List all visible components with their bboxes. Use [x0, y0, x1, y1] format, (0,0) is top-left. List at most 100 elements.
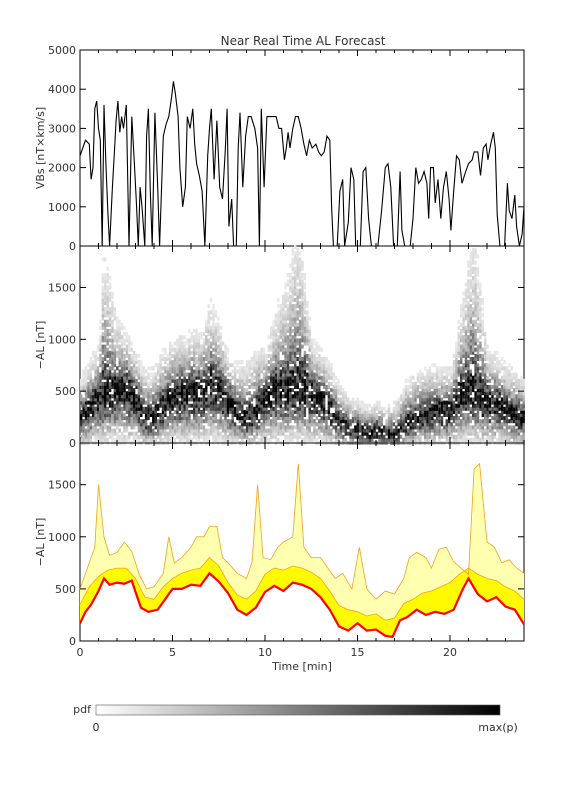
- heatmap-cell: [205, 363, 208, 368]
- heatmap-cell: [452, 406, 456, 411]
- heatmap-cell: [190, 378, 193, 383]
- heatmap-cell: [325, 428, 328, 433]
- heatmap-cell: [101, 347, 104, 352]
- heatmap-cell: [296, 251, 299, 256]
- heatmap-cell: [279, 428, 282, 433]
- heatmap-cell: [144, 369, 148, 374]
- heatmap-cell: [448, 409, 451, 414]
- heatmap-cell: [455, 416, 458, 421]
- heatmap-cell: [277, 422, 280, 427]
- heatmap-cell: [106, 400, 109, 405]
- heatmap-cell: [202, 344, 206, 349]
- heatmap-cell: [296, 341, 299, 346]
- heatmap-cell: [202, 391, 206, 396]
- heatmap-cell: [315, 385, 319, 389]
- heatmap-cell: [111, 319, 114, 324]
- heatmap-cell: [334, 416, 338, 421]
- heatmap-cell: [118, 372, 121, 377]
- heatmap-cell: [221, 422, 225, 427]
- heatmap-cell: [310, 360, 314, 365]
- heatmap-cell: [467, 347, 470, 352]
- heatmap-cell: [231, 413, 234, 417]
- heatmap-cell: [517, 434, 521, 439]
- heatmap-cell: [176, 419, 179, 424]
- heatmap-cell: [128, 372, 131, 377]
- heatmap-cell: [363, 428, 367, 433]
- heatmap-cell: [188, 381, 191, 386]
- heatmap-cell: [169, 406, 172, 411]
- heatmap-cell: [197, 416, 201, 421]
- heatmap-cell: [238, 369, 242, 374]
- heatmap-cell: [306, 366, 309, 371]
- heatmap-cell: [368, 425, 371, 430]
- heatmap-cell: [433, 428, 436, 433]
- heatmap-cell: [301, 294, 304, 299]
- heatmap-cell: [229, 437, 232, 442]
- heatmap-cell: [92, 391, 95, 396]
- heatmap-cell: [306, 403, 309, 408]
- heatmap-cell: [306, 353, 309, 358]
- heatmap-cell: [457, 428, 460, 433]
- heatmap-cell: [176, 357, 179, 361]
- heatmap-cell: [94, 409, 97, 414]
- heatmap-cell: [178, 350, 181, 355]
- heatmap-cell: [149, 425, 153, 430]
- heatmap-cell: [200, 413, 203, 417]
- heatmap-cell: [318, 360, 321, 365]
- heatmap-cell: [214, 369, 218, 374]
- heatmap-cell: [383, 428, 386, 433]
- heatmap-cell: [469, 425, 472, 430]
- heatmap-cell: [301, 260, 304, 265]
- heatmap-cell: [421, 385, 424, 389]
- heatmap-cell: [303, 325, 307, 330]
- heatmap-cell: [104, 372, 107, 377]
- heatmap-cell: [219, 406, 222, 411]
- heatmap-cell: [82, 397, 85, 402]
- heatmap-cell: [402, 428, 405, 433]
- heatmap-cell: [486, 397, 489, 402]
- heatmap-cell: [84, 394, 88, 399]
- heatmap-cell: [188, 431, 191, 436]
- heatmap-cell: [286, 316, 290, 321]
- heatmap-cell: [248, 406, 251, 411]
- heatmap-cell: [496, 437, 499, 442]
- heatmap-cell: [248, 369, 251, 374]
- heatmap-cell: [173, 372, 177, 377]
- heatmap-cell: [508, 363, 511, 368]
- heatmap-cell: [294, 313, 297, 318]
- heatmap-cell: [423, 437, 427, 442]
- heatmap-cell: [272, 425, 275, 430]
- heatmap-cell: [315, 369, 319, 374]
- heatmap-cell: [438, 413, 441, 417]
- heatmap-cell: [476, 416, 480, 421]
- heatmap-cell: [325, 385, 328, 389]
- heatmap-cell: [176, 350, 179, 355]
- heatmap-cell: [498, 381, 501, 386]
- heatmap-cell: [460, 378, 463, 383]
- heatmap-cell: [120, 338, 124, 343]
- heatmap-cell: [308, 434, 311, 439]
- heatmap-cell: [484, 341, 487, 346]
- heatmap-cell: [474, 307, 477, 312]
- heatmap-cell: [142, 381, 145, 386]
- heatmap-cell: [272, 344, 275, 349]
- heatmap-cell: [233, 437, 237, 442]
- heatmap-cell: [214, 375, 218, 380]
- heatmap-cell: [231, 391, 234, 396]
- heatmap-cell: [301, 285, 304, 290]
- heatmap-cell: [368, 409, 371, 414]
- heatmap-cell: [111, 431, 114, 436]
- heatmap-cell: [229, 406, 232, 411]
- heatmap-cell: [243, 381, 246, 386]
- heatmap-cell: [320, 375, 323, 380]
- heatmap-cell: [467, 431, 470, 436]
- heatmap-cell: [452, 400, 456, 405]
- heatmap-cell: [330, 366, 333, 371]
- heatmap-cell: [286, 313, 290, 318]
- heatmap-cell: [503, 394, 506, 399]
- heatmap-cell: [469, 269, 472, 274]
- heatmap-cell: [262, 347, 266, 352]
- heatmap-cell: [195, 332, 198, 337]
- heatmap-cell: [301, 282, 304, 287]
- heatmap-cell: [327, 397, 331, 402]
